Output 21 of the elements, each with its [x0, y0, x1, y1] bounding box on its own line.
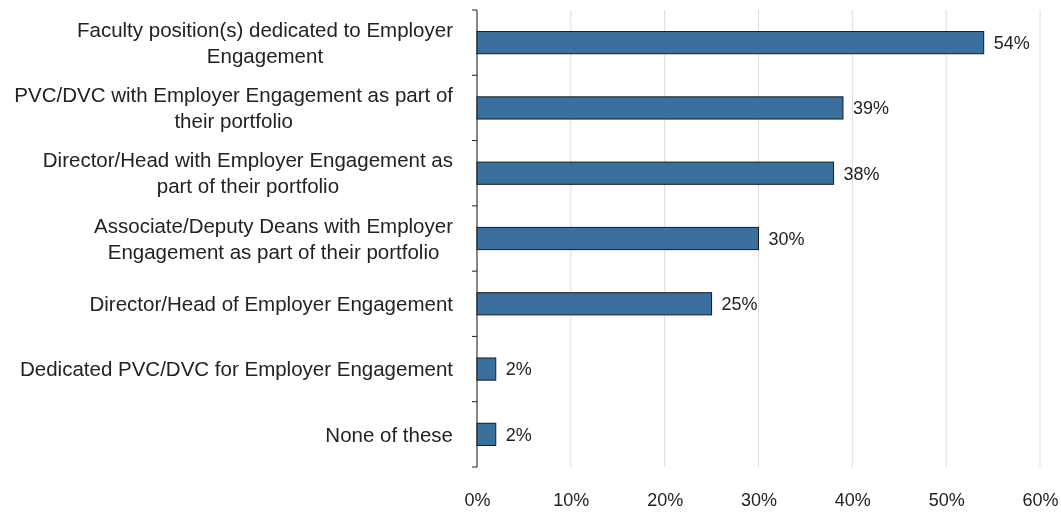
- x-tick-label: 30%: [740, 489, 778, 510]
- y-tick-label: PVC/DVC with Employer Engagement as part of their portfolio: [14, 83, 454, 133]
- x-tick-label: 20%: [647, 489, 684, 510]
- x-tick-label: 60%: [1022, 489, 1059, 510]
- y-tick-label: Dedicated PVC/DVC for Employer Engagement: [20, 357, 454, 381]
- x-tick-label: 0%: [464, 489, 491, 510]
- data-label: 2%: [505, 424, 532, 445]
- y-tick-label: Director/Head with Employer Engagement as part of their portfolio: [42, 148, 453, 198]
- data-label: 25%: [721, 294, 758, 315]
- x-tick-label: 40%: [834, 489, 871, 510]
- x-tick-label: 10%: [553, 489, 590, 510]
- data-label: 39%: [852, 98, 889, 119]
- data-label: 30%: [768, 228, 805, 249]
- x-tick-label: 50%: [928, 489, 965, 510]
- data-label: 2%: [505, 359, 532, 380]
- data-label: 54%: [993, 32, 1030, 53]
- y-tick-label: Faculty position(s) dedicated to Employer Engagement: [76, 17, 454, 67]
- y-tick-label: None of these: [325, 422, 453, 446]
- data-label: 38%: [843, 163, 880, 184]
- y-tick-label: Associate/Deputy Deans with Employer Engagement as part of their portfolio: [94, 213, 454, 263]
- y-tick-label: Director/Head of Employer Engagement: [89, 291, 454, 315]
